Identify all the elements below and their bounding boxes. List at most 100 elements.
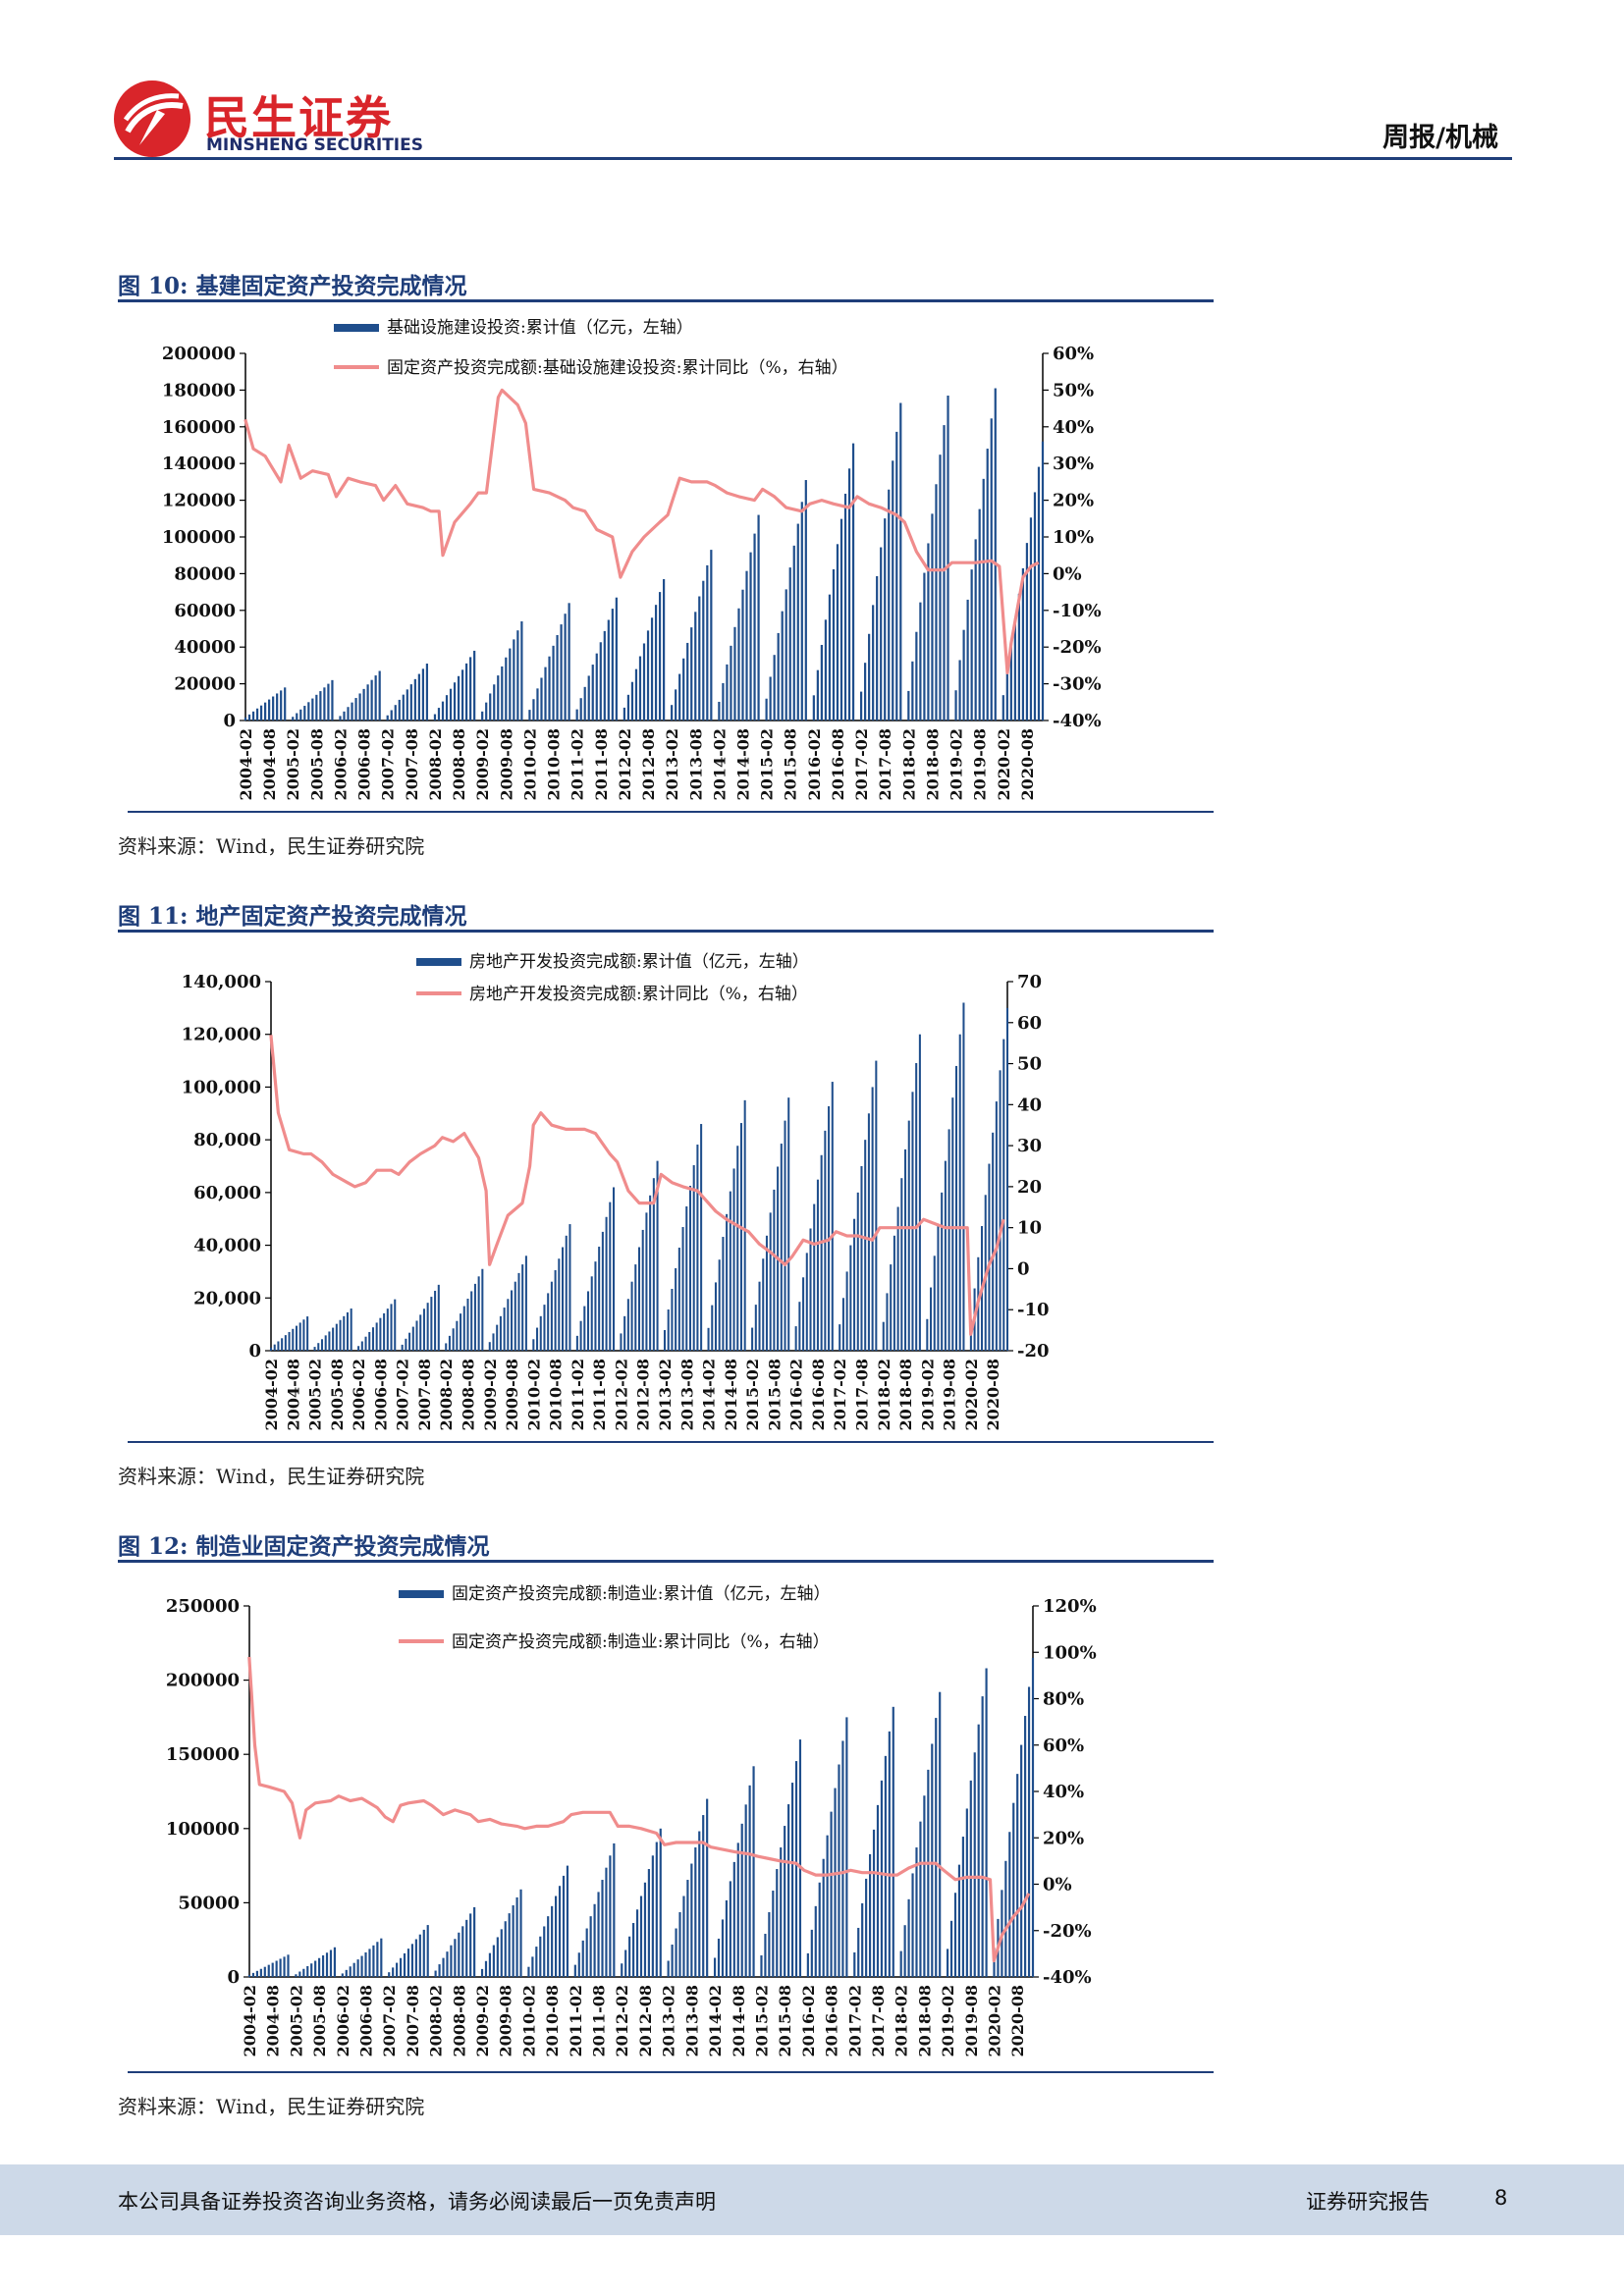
bar <box>287 1954 290 1977</box>
bar <box>706 564 709 721</box>
x-axis-tick-label: 2013-02 <box>660 1985 678 2056</box>
bar <box>539 1315 542 1351</box>
bar <box>281 1338 284 1351</box>
bar <box>632 1923 635 1977</box>
bar <box>488 1952 492 1977</box>
bar <box>812 695 815 721</box>
legend-bar-swatch <box>416 958 461 966</box>
bar <box>445 695 449 721</box>
bar <box>540 677 543 721</box>
x-axis-tick-label: 2018-02 <box>899 728 918 800</box>
bar <box>900 1178 903 1351</box>
legend-bar-label: 固定资产投资完成额:制造业:累计值（亿元，左轴） <box>452 1584 830 1604</box>
bar <box>597 1892 600 1977</box>
x-axis-tick-label: 2012-08 <box>636 1985 655 2056</box>
bar <box>667 1309 670 1351</box>
right-axis-tick-label: 30 <box>1017 1136 1042 1156</box>
bar <box>857 1927 860 1977</box>
bar <box>543 1305 546 1351</box>
bar <box>333 1947 336 1977</box>
bar <box>718 1259 721 1351</box>
bar <box>656 1160 659 1351</box>
bar <box>698 1831 701 1977</box>
x-axis-tick-label: 2016-02 <box>799 1985 818 2056</box>
bar <box>374 675 377 721</box>
bar <box>813 1203 816 1351</box>
bar <box>318 1957 321 1977</box>
bar <box>402 694 405 721</box>
bar <box>406 689 408 721</box>
bar <box>919 602 922 721</box>
bar <box>415 1320 418 1351</box>
bar <box>935 1718 938 1977</box>
bar <box>839 518 843 721</box>
bar <box>437 1284 440 1351</box>
bar <box>298 1971 301 1977</box>
bar <box>360 1955 363 1977</box>
x-axis-tick-label: 2019-02 <box>918 1359 937 1430</box>
x-axis-tick-label: 2005-02 <box>287 1985 305 2056</box>
bar <box>469 657 472 721</box>
bar <box>947 1949 949 1977</box>
bar <box>512 1905 514 1977</box>
bar <box>295 1325 298 1351</box>
bar <box>882 1321 885 1351</box>
right-axis-tick-label: 50% <box>1053 380 1094 400</box>
x-axis-tick-label: 2014-02 <box>710 728 729 800</box>
bar <box>935 484 938 721</box>
bar <box>292 717 295 721</box>
bar <box>749 552 752 721</box>
x-axis-tick-label: 2008-02 <box>437 1359 456 1430</box>
bar <box>259 1968 262 1977</box>
bar <box>612 1187 616 1351</box>
bar <box>575 709 578 721</box>
x-axis-tick-label: 2005-02 <box>306 1359 325 1430</box>
left-axis-tick-label: 150000 <box>166 1744 240 1765</box>
bar <box>880 547 883 721</box>
bar <box>613 1842 616 1977</box>
x-axis-tick-label: 2010-02 <box>519 1985 538 2056</box>
report-type: 周报/机械 <box>1382 123 1498 153</box>
bar <box>853 1951 856 1977</box>
bar <box>974 539 977 721</box>
x-axis-tick-label: 2018-08 <box>923 728 942 800</box>
bar <box>504 1921 507 1977</box>
x-axis-tick-label: 2016-02 <box>787 1359 806 1430</box>
x-axis-tick-label: 2015-08 <box>765 1359 784 1430</box>
bar <box>558 1886 562 1977</box>
bar <box>732 1168 735 1351</box>
bar <box>830 1811 833 1977</box>
bar <box>595 653 598 721</box>
bar <box>638 656 642 721</box>
left-axis-tick-label: 100000 <box>162 527 236 548</box>
bar <box>760 1955 763 1977</box>
bar <box>818 1882 821 1977</box>
bar <box>1027 1686 1031 1977</box>
bar <box>609 1855 612 1977</box>
bar <box>394 705 397 721</box>
x-axis-tick-label: 2004-08 <box>260 728 279 800</box>
bar <box>706 1798 709 1977</box>
bar <box>845 1717 848 1977</box>
bar <box>579 698 582 721</box>
bar <box>273 1344 276 1351</box>
x-axis-tick-label: 2010-08 <box>543 1985 562 2056</box>
bar <box>871 1087 874 1351</box>
bar <box>539 1936 542 1977</box>
bar <box>1013 618 1016 721</box>
bar <box>620 1333 623 1351</box>
bar <box>642 643 646 721</box>
x-axis-tick-label: 2004-08 <box>284 1359 302 1430</box>
bar <box>302 1319 305 1351</box>
left-axis-tick-label: 200000 <box>166 1671 240 1691</box>
bar <box>314 1960 317 1977</box>
bar <box>317 1343 320 1351</box>
bar <box>744 1804 747 1977</box>
yoy-line <box>244 388 1040 674</box>
bar <box>535 1947 538 1977</box>
bar <box>650 617 654 721</box>
bar <box>477 1276 480 1351</box>
bar <box>890 1264 893 1351</box>
bar <box>426 1303 429 1351</box>
bar <box>752 1766 755 1977</box>
